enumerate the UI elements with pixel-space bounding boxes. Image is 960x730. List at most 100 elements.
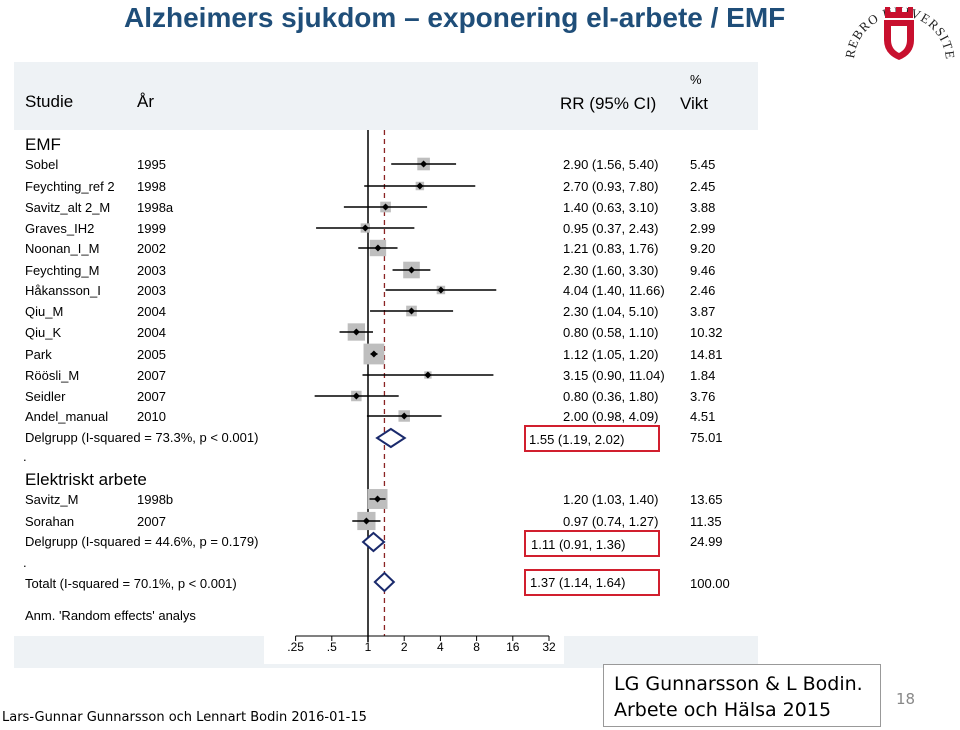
study-weight: 10.32 [690, 325, 723, 340]
study-point-estimate [400, 412, 408, 420]
study-year: 2003 [137, 283, 166, 298]
overall-weight: 100.00 [690, 576, 730, 591]
study-weight: 3.76 [690, 389, 716, 404]
overall-label: Totalt (I-squared = 70.1%, p < 0.001) [25, 576, 237, 591]
study-weight: 1.84 [690, 368, 716, 383]
study-point-estimate [352, 328, 360, 336]
subtotal-ci: 1.11 (0.91, 1.36) [531, 537, 626, 552]
group-label-emf: EMF [25, 135, 61, 154]
study-year: 2004 [137, 325, 166, 340]
study-ci: 1.21 (0.83, 1.76) [563, 241, 659, 256]
study-ci: 4.04 (1.40, 11.66) [563, 283, 665, 298]
study-year: 2004 [137, 304, 166, 319]
study-ci: 0.95 (0.37, 2.43) [563, 221, 659, 236]
study-name: Sobel [25, 157, 59, 172]
study-year: 2010 [137, 409, 166, 424]
x-tick-label: 4 [437, 640, 444, 654]
spacer-dot: . [23, 555, 27, 570]
group-label-elektriskt: Elektriskt arbete [25, 470, 147, 489]
study-year: 1995 [137, 157, 166, 172]
citation-box: LG Gunnarsson & L Bodin. Arbete och Häls… [603, 664, 881, 727]
study-year: 2002 [137, 241, 166, 256]
subtotal-weight: 24.99 [690, 534, 723, 549]
header-weight: Vikt [680, 94, 709, 113]
overall-ci: 1.37 (1.14, 1.64) [530, 575, 626, 590]
study-point-estimate [382, 203, 390, 211]
header-weight-pct: % [690, 72, 702, 87]
x-tick-label: 8 [473, 640, 480, 654]
study-name: Sorahan [25, 514, 75, 529]
highlight-box-emf [524, 425, 660, 452]
x-tick-label: 2 [401, 640, 408, 654]
study-point-estimate [362, 517, 370, 525]
study-name: Håkansson_I [25, 283, 101, 298]
study-point-estimate [437, 286, 445, 294]
study-ci: 0.97 (0.74, 1.27) [563, 514, 659, 529]
study-point-estimate [361, 224, 369, 232]
study-ci: 1.12 (1.05, 1.20) [563, 347, 659, 362]
subtotal-ci: 1.55 (1.19, 2.02) [529, 432, 625, 447]
orebro-university-logo: ÖREBRO UNIVERSITET [838, 0, 957, 61]
study-name: Qiu_K [25, 325, 62, 340]
x-tick-label: 16 [506, 640, 520, 654]
subtotal-weight: 75.01 [690, 430, 723, 445]
study-name: Seidler [25, 389, 66, 404]
study-point-estimate [407, 266, 415, 274]
slide-title: Alzheimers sjukdom – exponering el-arbet… [124, 2, 786, 33]
study-ci: 0.80 (0.36, 1.80) [563, 389, 659, 404]
study-point-estimate [374, 495, 382, 503]
footer-text: Lars-Gunnar Gunnarsson och Lennart Bodin… [2, 710, 367, 725]
study-year: 1998a [137, 200, 174, 215]
study-weight: 9.46 [690, 263, 716, 278]
study-point-estimate [424, 371, 432, 379]
study-weight: 5.45 [690, 157, 716, 172]
citation-line-1: LG Gunnarsson & L Bodin. [614, 673, 863, 695]
study-weight: 2.45 [690, 179, 716, 194]
spacer-dot: . [23, 449, 27, 464]
study-name: Qiu_M [25, 304, 64, 319]
study-name: Röösli_M [25, 368, 80, 383]
study-weight: 4.51 [690, 409, 716, 424]
study-weight: 2.99 [690, 221, 716, 236]
analysis-note: Anm. 'Random effects' analys [25, 608, 196, 623]
study-year: 1999 [137, 221, 166, 236]
study-ci: 2.90 (1.56, 5.40) [563, 157, 659, 172]
study-ci: 3.15 (0.90, 11.04) [563, 368, 665, 383]
study-point-estimate [370, 350, 378, 358]
x-tick-label: 1 [365, 640, 372, 654]
highlight-box-total [524, 569, 660, 596]
study-name: Andel_manual [25, 409, 109, 424]
study-weight: 14.81 [690, 347, 723, 362]
header-year: År [137, 92, 154, 111]
header-rr: RR (95% CI) [560, 94, 657, 113]
study-year: 2005 [137, 347, 166, 362]
subtotal-label: Delgrupp (I-squared = 73.3%, p < 0.001) [25, 430, 259, 445]
study-weight: 13.65 [690, 492, 723, 507]
study-year: 1998 [137, 179, 166, 194]
subtotal-diamond [375, 427, 407, 449]
study-ci: 0.80 (0.58, 1.10) [563, 325, 659, 340]
study-ci: 2.30 (1.60, 3.30) [563, 263, 659, 278]
study-point-estimate [420, 160, 428, 168]
study-year: 1998b [137, 492, 174, 507]
study-point-estimate [407, 307, 415, 315]
highlight-box-elektriskt [524, 530, 660, 557]
subtotal-label: Delgrupp (I-squared = 44.6%, p = 0.179) [25, 534, 259, 549]
x-tick-label: .5 [327, 640, 337, 654]
study-ci: 1.20 (1.03, 1.40) [563, 492, 659, 507]
study-point-estimate [374, 244, 382, 252]
study-weight: 9.20 [690, 241, 716, 256]
study-ci: 1.40 (0.63, 3.10) [563, 200, 659, 215]
study-year: 2007 [137, 389, 166, 404]
study-ci: 2.70 (0.93, 7.80) [563, 179, 659, 194]
x-axis-band [264, 636, 564, 664]
study-name: Graves_IH2 [25, 221, 95, 236]
header-study: Studie [25, 92, 74, 111]
forest-plot-area [14, 130, 758, 636]
citation-line-2: Arbete och Hälsa 2015 [614, 699, 832, 721]
study-point-estimate [352, 392, 360, 400]
study-year: 2007 [137, 514, 166, 529]
subtotal-diamond [361, 531, 386, 553]
overall-diamond [373, 571, 396, 593]
